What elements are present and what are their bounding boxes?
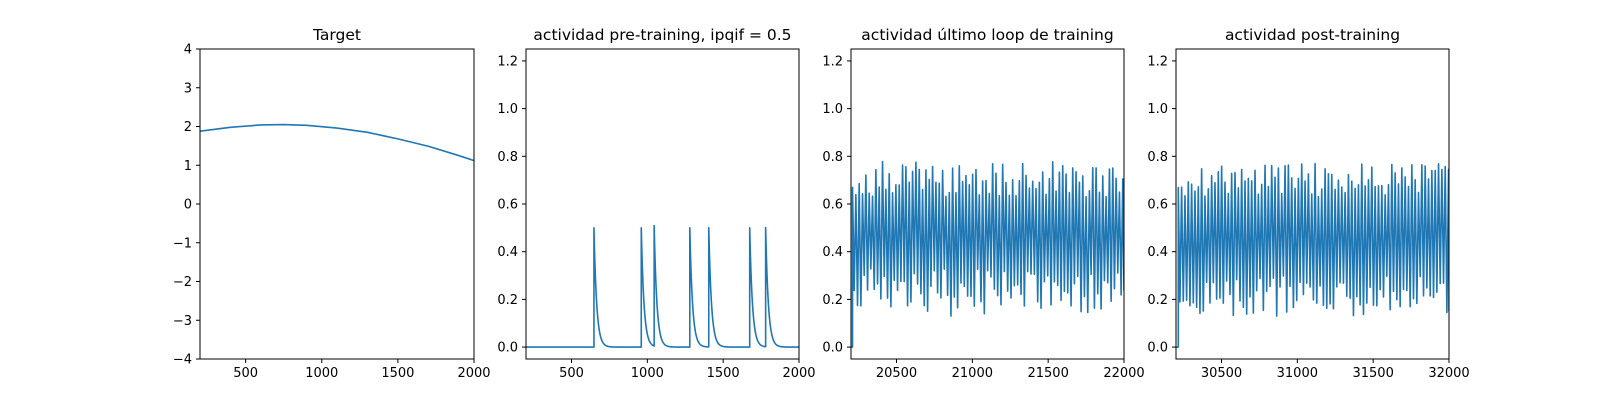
x-tick-label: 32000 [1428,366,1469,381]
x-tick-label: 31000 [1277,366,1318,381]
x-tick-label: 1500 [381,366,414,381]
y-tick-label: −3 [173,314,192,329]
x-tick-label: 500 [559,366,584,381]
y-tick-label: 0.0 [822,341,843,356]
y-tick-label: 0.4 [1147,245,1168,260]
y-tick-label: 2 [184,120,192,135]
y-tick-label: −4 [173,353,192,368]
y-tick-label: 3 [184,81,192,96]
subplot-3: 20500 21000 21500 22000 0.0 0.2 0.4 0.6 0.8 1.0 1.… [822,26,1144,381]
series-line [526,224,799,348]
x-tick-label: 500 [233,366,258,381]
y-tick-label: 0.0 [497,341,518,356]
y-tick-label: 4 [184,43,192,58]
x-tick-label: 2000 [782,366,815,381]
axes-frame [525,48,800,360]
chart-title: actividad último loop de training [861,26,1113,44]
y-tick-label: 0.4 [822,245,843,260]
y-tick-label: 1.2 [822,54,843,69]
y-tick-label: 0.6 [822,198,843,213]
subplot-4: 30500 31000 31500 32000 0.0 0.2 0.4 0.6 0.8 1.0 1.… [1147,26,1469,381]
x-tick-label: 30500 [1201,366,1242,381]
x-tick-label: 21000 [952,366,993,381]
y-tick-label: 0.0 [1147,341,1168,356]
axes-frame [199,48,475,360]
x-tick-label: 31500 [1352,366,1393,381]
chart-title: Target [312,26,361,44]
y-tick-label: 0.4 [497,245,518,260]
x-tick-label: 1000 [305,366,338,381]
y-tick-label: −2 [173,275,192,290]
x-tick-label: 1000 [631,366,664,381]
subplot-1: 500 1000 1500 2000 −4 −3 −2 −1 0 1 2 3 4 Target [173,26,491,381]
x-tick-label: 21500 [1027,366,1068,381]
y-tick-label: 0.8 [1147,150,1168,165]
subplot-2: 500 1000 1500 2000 0.0 0.2 0.4 0.6 0.8 1.0 1.2 acti… [497,26,815,381]
chart-title: actividad pre-training, ipqif = 0.5 [533,26,791,44]
x-tick-label: 22000 [1103,366,1144,381]
x-tick-label: 2000 [457,366,490,381]
y-tick-label: 0.2 [1147,293,1168,308]
series-line [851,160,1124,348]
y-tick-label: 0.6 [1147,198,1168,213]
y-tick-label: 0.8 [497,150,518,165]
y-tick-label: 0.6 [497,198,518,213]
y-tick-label: 0 [184,198,192,213]
x-tick-label: 1500 [707,366,740,381]
chart-title: actividad post-training [1225,26,1400,44]
y-tick-label: 1.0 [822,102,843,117]
series-line [1176,162,1449,348]
series-line [200,123,474,162]
y-tick-label: 1.2 [497,54,518,69]
y-tick-label: 1.2 [1147,54,1168,69]
y-tick-label: 0.8 [822,150,843,165]
y-tick-label: 1 [184,159,192,174]
y-tick-label: 1.0 [497,102,518,117]
y-tick-label: 0.2 [822,293,843,308]
y-tick-label: −1 [173,236,192,251]
y-tick-label: 1.0 [1147,102,1168,117]
y-tick-label: 0.2 [497,293,518,308]
x-tick-label: 20500 [876,366,917,381]
